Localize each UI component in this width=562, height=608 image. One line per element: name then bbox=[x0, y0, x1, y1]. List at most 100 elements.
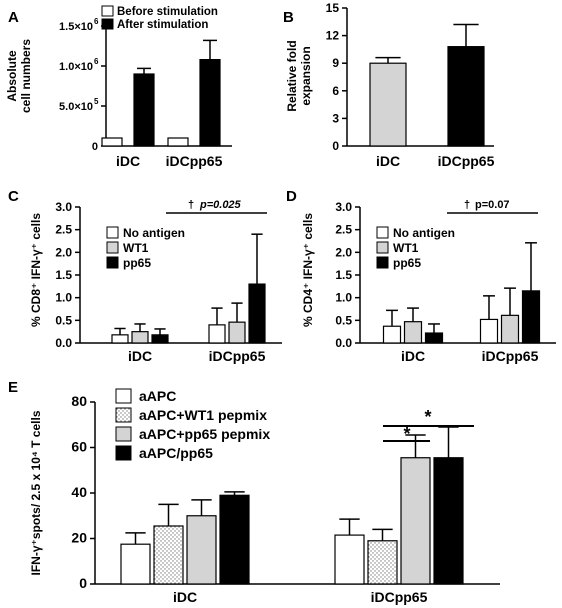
y-axis-label-b-line2: expansion bbox=[299, 46, 313, 105]
y-tick-label-b-2: 6 bbox=[332, 84, 339, 98]
panel-label-e: E bbox=[8, 379, 18, 396]
legend-label-aapc-pp65: aAPC/pp65 bbox=[139, 445, 213, 461]
y-tick-label-d-6: 3.0 bbox=[335, 200, 352, 214]
bar-c-1-0 bbox=[208, 324, 226, 344]
y-tick-label-a-3: 1.5×10 bbox=[59, 21, 93, 33]
legend-label-wt1-d: WT1 bbox=[393, 241, 419, 255]
y-tick-exponent-a-1: 5 bbox=[94, 97, 99, 106]
y-tick-label-a-0: 0 bbox=[92, 141, 98, 153]
legend-label-aapc-wt1: aAPC+WT1 pepmix bbox=[139, 407, 267, 423]
bar-d-0-0 bbox=[382, 325, 402, 344]
y-tick-label-c-3: 1.5 bbox=[55, 268, 72, 282]
p-value-d: p=0.07 bbox=[475, 199, 510, 211]
p-value-c: p=0.025 bbox=[199, 199, 242, 211]
panel-label-c: C bbox=[8, 188, 19, 205]
dagger-c: † bbox=[188, 199, 194, 211]
bar-a-0-0 bbox=[101, 137, 123, 147]
y-tick-label-c-6: 3.0 bbox=[55, 200, 72, 214]
x-tick-label-d-1: iDCpp65 bbox=[482, 348, 539, 364]
y-tick-label-e-4: 80 bbox=[71, 393, 87, 409]
legend-swatch-aapc bbox=[115, 388, 132, 404]
x-tick-label-e-0: iDC bbox=[173, 589, 197, 605]
x-tick-label-d-0: iDC bbox=[401, 348, 425, 364]
y-tick-label-b-3: 9 bbox=[332, 56, 339, 70]
panel-d: D % CD4⁺ IFN-γ⁺ cells 0.0 0.5 1.0 1.5 2.0 2.5… bbox=[286, 188, 556, 364]
y-tick-label-b-4: 12 bbox=[326, 29, 340, 43]
legend-swatch-before bbox=[101, 5, 114, 17]
y-tick-label-d-5: 2.5 bbox=[335, 223, 352, 237]
legend-label-before: Before stimulation bbox=[117, 6, 218, 18]
panel-b: B Relative fold expansion 0 3 6 9 12 15 iDC i… bbox=[283, 1, 495, 169]
y-tick-label-c-2: 1.0 bbox=[55, 291, 72, 305]
bar-e-0-2 bbox=[186, 515, 217, 585]
panel-e: E IFN-γ⁺spots/ 2.5 x 10⁴ T cells 0 20 40 60… bbox=[8, 379, 500, 605]
legend-swatch-no-antigen-d bbox=[376, 226, 389, 239]
y-axis-label-b-line1: Relative fold bbox=[285, 40, 299, 111]
legend-swatch-aapc-pp65 bbox=[115, 445, 132, 461]
bar-e-1-3 bbox=[433, 457, 464, 585]
panel-label-d: D bbox=[286, 188, 297, 205]
y-tick-exponent-a-3: 6 bbox=[94, 17, 99, 26]
bar-e-0-3 bbox=[219, 494, 250, 585]
legend-swatch-wt1-c bbox=[106, 241, 119, 254]
y-tick-label-d-3: 1.5 bbox=[335, 268, 352, 282]
significance-star-e-2: * bbox=[424, 407, 431, 427]
x-tick-label-e-1: iDCpp65 bbox=[371, 589, 428, 605]
y-tick-label-e-3: 60 bbox=[71, 439, 87, 455]
y-tick-label-d-2: 1.0 bbox=[335, 291, 352, 305]
y-tick-label-c-5: 2.5 bbox=[55, 223, 72, 237]
bar-e-0-1 bbox=[153, 525, 184, 585]
legend-label-wt1-c: WT1 bbox=[123, 241, 149, 255]
legend-label-after: After stimulation bbox=[117, 19, 208, 31]
dagger-d: † bbox=[464, 199, 470, 211]
panel-a: A Absolute cell numbers 05.0×10 51.0×10 61… bbox=[5, 5, 232, 169]
y-axis-label-d: % CD4⁺ IFN-γ⁺ cells bbox=[301, 213, 315, 327]
bar-c-0-1 bbox=[131, 331, 149, 344]
bar-a-0-1 bbox=[133, 73, 155, 147]
x-tick-label-c-1: iDCpp65 bbox=[209, 348, 266, 364]
bar-d-0-2 bbox=[424, 332, 444, 344]
bar-b-0-0 bbox=[369, 62, 407, 147]
legend-label-aapc-pp65-pepmix: aAPC+pp65 pepmix bbox=[139, 426, 270, 442]
legend-swatch-pp65-c bbox=[106, 256, 119, 269]
y-tick-label-a-1: 5.0×10 bbox=[59, 101, 93, 113]
y-tick-label-d-0: 0.0 bbox=[335, 336, 352, 350]
legend-label-no-antigen-d: No antigen bbox=[393, 226, 455, 240]
legend-label-pp65-d: pp65 bbox=[393, 256, 421, 270]
y-tick-label-b-1: 3 bbox=[332, 111, 339, 125]
bar-d-1-2 bbox=[521, 290, 541, 344]
y-tick-label-c-0: 0.0 bbox=[55, 336, 72, 350]
x-tick-label-b-1: iDCpp65 bbox=[438, 153, 495, 169]
y-tick-label-e-0: 0 bbox=[79, 575, 87, 591]
x-tick-label-a-1: iDCpp65 bbox=[166, 153, 223, 169]
y-tick-exponent-a-2: 6 bbox=[94, 57, 99, 66]
legend-label-pp65-c: pp65 bbox=[123, 256, 151, 270]
legend-swatch-aapc-pp65-pepmix bbox=[115, 426, 132, 442]
y-tick-label-b-0: 0 bbox=[332, 139, 339, 153]
panel-label-a: A bbox=[8, 9, 19, 26]
x-tick-label-a-0: iDC bbox=[116, 153, 140, 169]
y-axis-label-a-line1: Absolute bbox=[5, 50, 19, 102]
x-tick-label-c-0: iDC bbox=[128, 348, 152, 364]
bar-e-1-1 bbox=[367, 540, 398, 585]
bar-e-1-0 bbox=[334, 534, 365, 585]
bar-a-1-0 bbox=[167, 137, 189, 147]
y-tick-label-d-1: 0.5 bbox=[335, 313, 352, 327]
bar-c-0-2 bbox=[151, 334, 169, 344]
legend-label-no-antigen-c: No antigen bbox=[123, 226, 185, 240]
significance-star-e-1: * bbox=[403, 424, 410, 444]
y-axis-label-e: IFN-γ⁺spots/ 2.5 x 10⁴ T cells bbox=[29, 410, 43, 575]
y-tick-label-d-4: 2.0 bbox=[335, 245, 352, 259]
bar-c-0-0 bbox=[111, 334, 129, 344]
legend-swatch-no-antigen-c bbox=[106, 226, 119, 239]
legend-swatch-wt1-d bbox=[376, 241, 389, 254]
bar-b-1-0 bbox=[447, 46, 485, 147]
y-tick-label-c-4: 2.0 bbox=[55, 245, 72, 259]
panel-c: C % CD8⁺ IFN-γ⁺ cells 0.0 0.5 1.0 1.5 2.0 2.5… bbox=[8, 188, 282, 364]
y-tick-label-a-2: 1.0×10 bbox=[59, 61, 93, 73]
y-axis-label-a-line2: cell numbers bbox=[19, 39, 33, 113]
bar-e-1-2 bbox=[400, 457, 431, 585]
y-tick-label-c-1: 0.5 bbox=[55, 313, 72, 327]
legend-swatch-aapc-wt1 bbox=[115, 407, 132, 423]
